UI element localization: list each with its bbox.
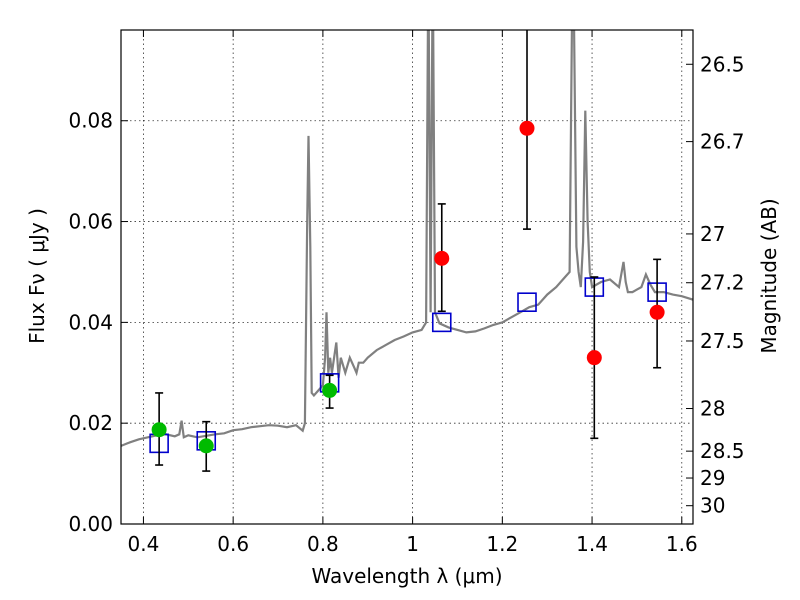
spectrum-line xyxy=(121,30,693,447)
x-tick-label: 0.8 xyxy=(307,532,339,556)
red-data-point xyxy=(586,350,602,366)
x-tick-label: 0.6 xyxy=(217,532,249,556)
right-tick-label: 29 xyxy=(700,466,725,490)
right-tick-label: 27.2 xyxy=(700,271,745,295)
x-tick-label: 1.6 xyxy=(666,532,698,556)
x-tick-label: 1 xyxy=(406,532,419,556)
right-tick-label: 26.5 xyxy=(700,52,745,76)
right-tick-label: 27.5 xyxy=(700,329,745,353)
red-data-point xyxy=(434,250,450,266)
y-tick-label: 0.00 xyxy=(68,512,113,536)
x-tick-label: 1.4 xyxy=(576,532,608,556)
y-tick-label: 0.04 xyxy=(68,310,113,334)
right-tick-label: 28.5 xyxy=(700,439,745,463)
green-data-point xyxy=(198,438,214,454)
right-tick-label: 26.7 xyxy=(700,130,745,154)
model-point xyxy=(517,292,537,313)
right-axis-label: Magnitude (AB) xyxy=(757,198,781,353)
data-points xyxy=(149,30,667,472)
x-tick-label: 1.2 xyxy=(486,532,518,556)
green-data-point xyxy=(322,382,338,398)
red-data-point xyxy=(519,120,535,136)
model-point xyxy=(431,312,452,333)
right-tick-label: 27 xyxy=(700,222,725,246)
red-data-point xyxy=(649,304,665,320)
x-axis-label: Wavelength λ (μm) xyxy=(311,564,502,588)
right-tick-label: 30 xyxy=(700,494,725,518)
right-tick-label: 28 xyxy=(700,397,725,421)
ticks: 0.4 0.6 0.8 1 1.2 1.4 1.6 0.00 0.02 0.04 0.06 0.08 2… xyxy=(68,30,745,556)
y-tick-label: 0.06 xyxy=(68,210,113,234)
y-tick-label: 0.02 xyxy=(68,411,113,435)
green-data-point xyxy=(151,422,167,438)
plot-frame xyxy=(120,29,694,525)
x-tick-label: 0.4 xyxy=(128,532,160,556)
spectrum xyxy=(121,30,693,447)
y-tick-label: 0.08 xyxy=(68,109,113,133)
y-axis-label: Flux Fν ( μJy ) xyxy=(25,208,49,344)
